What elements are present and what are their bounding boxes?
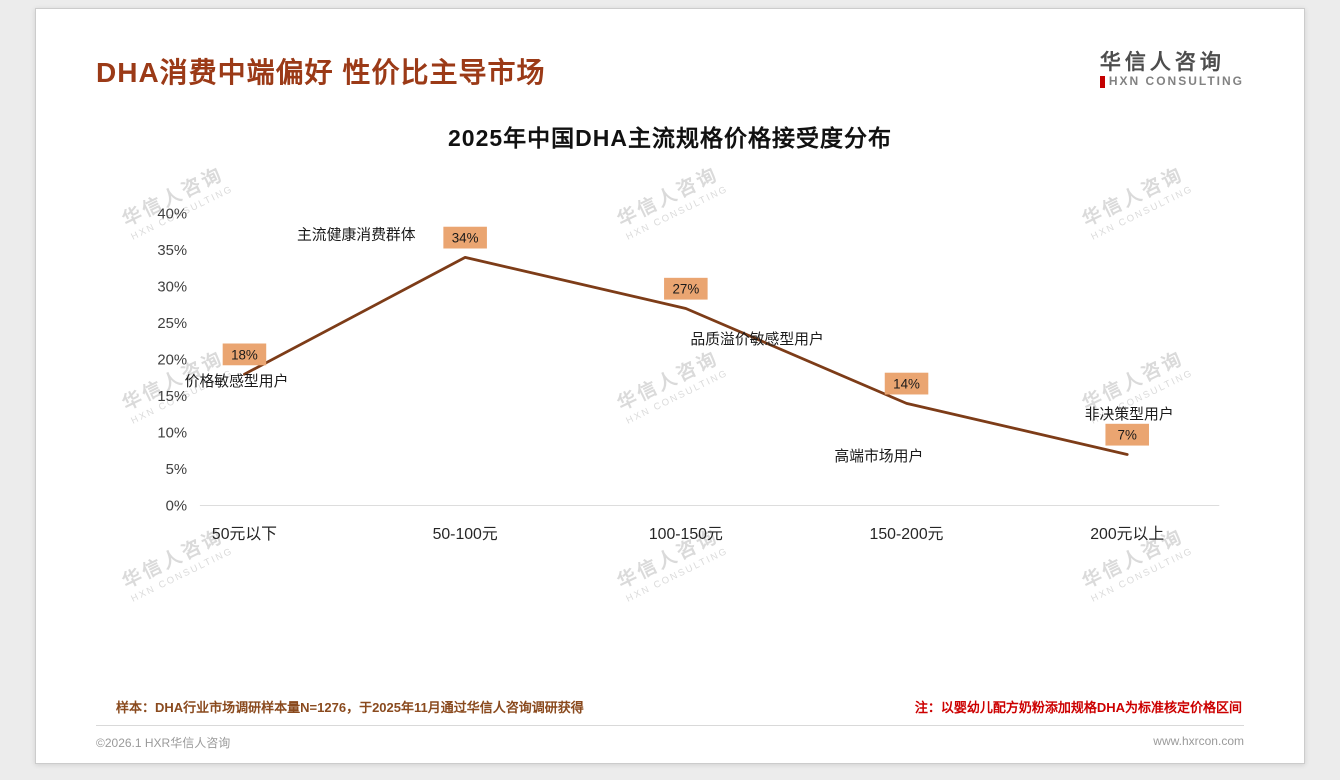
- logo-en-row: HXN CONSULTING: [1100, 75, 1244, 89]
- x-category-label: 100-150元: [649, 526, 723, 543]
- x-category-label: 150-200元: [870, 526, 944, 543]
- price-note: 注：以婴幼儿配方奶粉添加规格DHA为标准核定价格区间: [915, 697, 1242, 716]
- report-card: 华信人咨询HXN CONSULTING华信人咨询HXN CONSULTING华信…: [35, 8, 1305, 764]
- value-label: 34%: [452, 231, 479, 246]
- copyright-row: ©2026.1 HXR华信人咨询 www.hxrcon.com: [96, 726, 1244, 751]
- y-tick-label: 30%: [157, 280, 187, 296]
- logo-accent-icon: [1100, 76, 1105, 88]
- page-title: DHA消费中端偏好 性价比主导市场: [96, 51, 545, 91]
- annotation-label: 非决策型用户: [1085, 406, 1174, 423]
- y-tick-label: 15%: [157, 389, 187, 405]
- x-category-label: 50-100元: [433, 526, 498, 543]
- chart-title: 2025年中国DHA主流规格价格接受度分布: [96, 119, 1244, 153]
- annotation-label: 高端市场用户: [834, 448, 923, 465]
- company-logo: 华信人咨询 HXN CONSULTING: [1100, 51, 1244, 89]
- annotation-label: 品质溢价敏感型用户: [690, 331, 823, 348]
- annotation-label: 价格敏感型用户: [185, 373, 289, 390]
- value-label: 27%: [672, 282, 699, 297]
- y-tick-label: 0%: [166, 499, 187, 515]
- logo-cn-text: 华信人咨询: [1100, 51, 1244, 75]
- footer: 样本：DHA行业市场调研样本量N=1276，于2025年11月通过华信人咨询调研…: [96, 697, 1244, 763]
- annotation-label: 主流健康消费群体: [297, 227, 416, 244]
- value-label: 18%: [231, 347, 258, 362]
- website-text: www.hxrcon.com: [1153, 734, 1244, 751]
- y-tick-label: 5%: [166, 462, 187, 478]
- y-tick-label: 35%: [157, 243, 187, 259]
- sample-note: 样本：DHA行业市场调研样本量N=1276，于2025年11月通过华信人咨询调研…: [116, 697, 584, 716]
- header: DHA消费中端偏好 性价比主导市场 华信人咨询 HXN CONSULTING: [96, 9, 1244, 91]
- x-category-label: 200元以上: [1090, 525, 1164, 543]
- page: 华信人咨询HXN CONSULTING华信人咨询HXN CONSULTING华信…: [0, 0, 1340, 780]
- card-content: DHA消费中端偏好 性价比主导市场 华信人咨询 HXN CONSULTING 2…: [96, 9, 1244, 763]
- y-tick-label: 40%: [157, 207, 187, 223]
- chart-area: 0% 5% 10% 15% 20% 25% 30% 35% 40% 50元以下 50-100元 100…: [96, 177, 1244, 573]
- copyright-text: ©2026.1 HXR华信人咨询: [96, 734, 230, 751]
- y-tick-label: 10%: [157, 426, 187, 442]
- x-category-label: 50元以下: [212, 526, 277, 543]
- value-label: 7%: [1118, 428, 1137, 443]
- line-chart: 0% 5% 10% 15% 20% 25% 30% 35% 40% 50元以下 50-100元 100…: [96, 177, 1244, 573]
- logo-en-text: HXN CONSULTING: [1109, 75, 1244, 89]
- y-tick-label: 25%: [157, 316, 187, 332]
- y-tick-label: 20%: [157, 353, 187, 369]
- value-label: 14%: [893, 377, 920, 392]
- notes-row: 样本：DHA行业市场调研样本量N=1276，于2025年11月通过华信人咨询调研…: [96, 697, 1244, 725]
